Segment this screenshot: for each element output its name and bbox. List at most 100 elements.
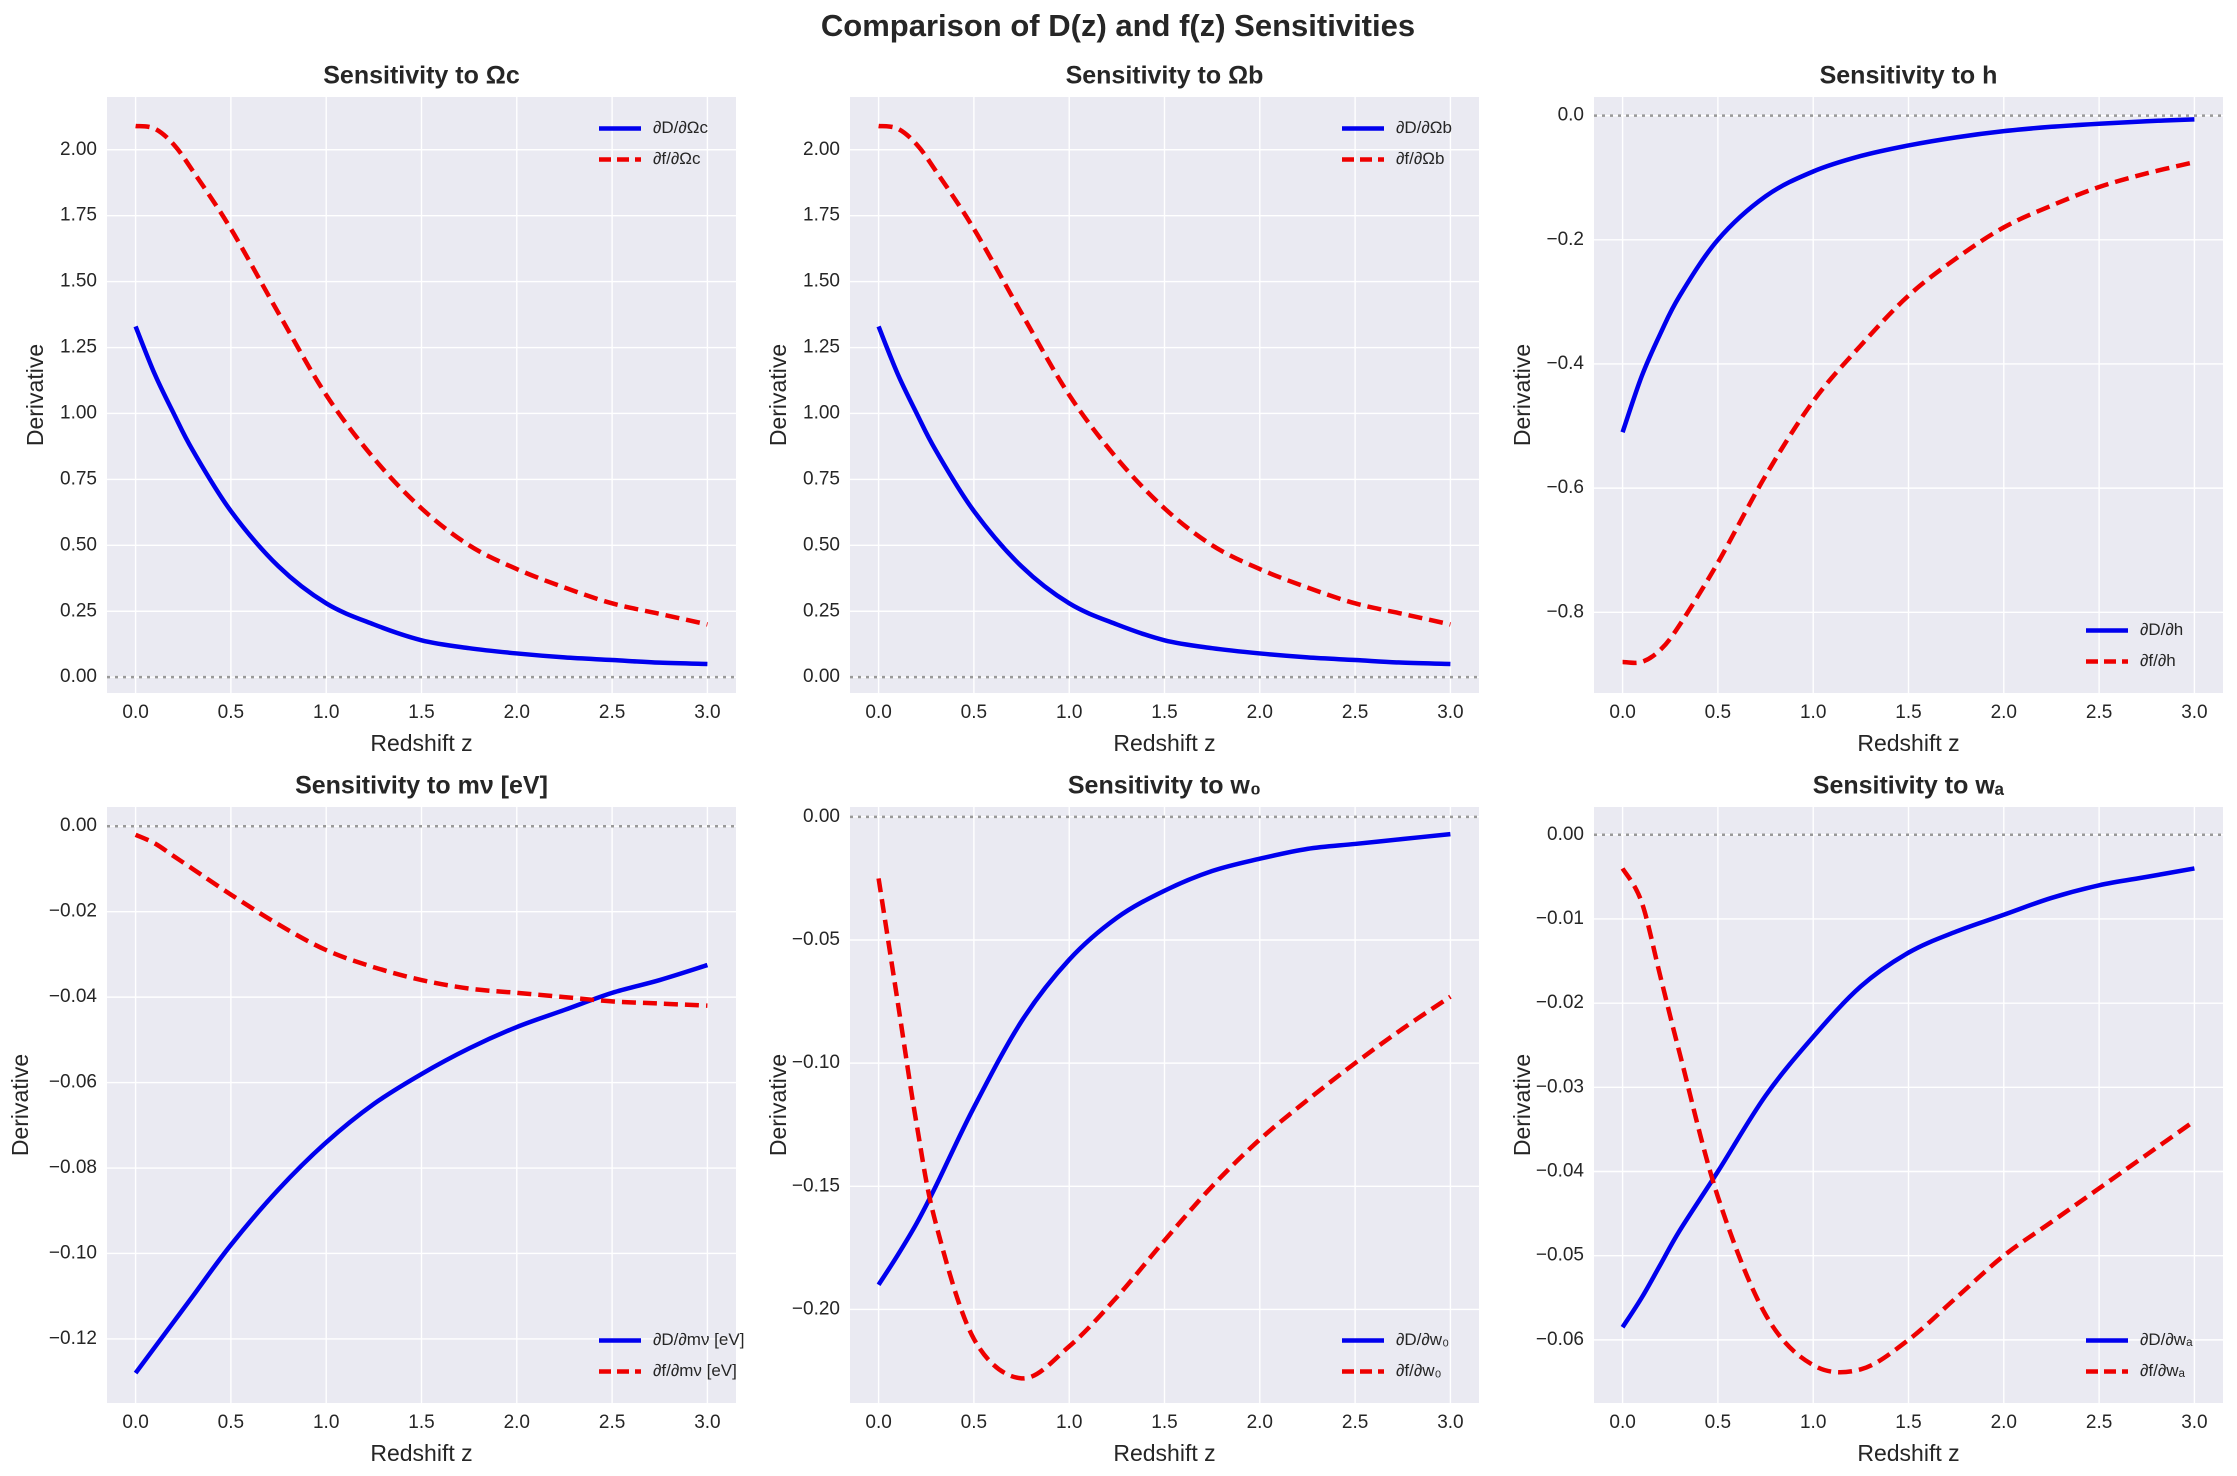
y-tick-label: −0.08: [49, 1157, 97, 1178]
y-tick-label: 1.00: [803, 402, 840, 423]
subplot-title: Sensitivity to w₀: [1068, 772, 1261, 800]
y-tick-label: 0.00: [803, 666, 840, 687]
x-tick-label: 2.5: [2086, 1412, 2112, 1433]
x-axis-label: Redshift z: [1857, 730, 1959, 756]
data-line: [1620, 867, 2196, 1375]
x-tick-label: 0.0: [865, 1412, 891, 1433]
y-tick-label: −0.06: [1536, 1329, 1584, 1350]
x-tick-label: 3.0: [1437, 1412, 1463, 1433]
y-tick-label: 0.00: [60, 666, 97, 687]
y-tick-label: 0.50: [803, 534, 840, 555]
x-tick-label: 0.5: [961, 1412, 987, 1433]
y-tick-label: 1.00: [60, 402, 97, 423]
legend-label: ∂f/∂h: [2140, 651, 2176, 670]
legend-label: ∂D/∂w₀: [1396, 1330, 1449, 1349]
data-line: [1620, 866, 2195, 1329]
subplot: 0.0 0.5 1.0 1.5 2.0 2.5 3.0 0.00 0.25 0.50 0.75 1.0…: [765, 62, 1479, 756]
subplot-title: Sensitivity to mν [eV]: [295, 772, 548, 800]
data-line: [135, 123, 708, 627]
y-tick-label: 0.0: [1558, 105, 1584, 126]
y-tick-label: 1.25: [803, 337, 840, 358]
figure-title: Comparison of D(z) and f(z) Sensitivitie…: [821, 8, 1415, 43]
y-axis-label: Derivative: [765, 1054, 791, 1156]
subplot-title: Sensitivity to h: [1820, 62, 1998, 90]
y-tick-label: 0.25: [60, 600, 97, 621]
y-tick-label: −0.04: [49, 986, 98, 1007]
subplot: 0.0 0.5 1.0 1.5 2.0 2.5 3.0 0.00 −0.01 −0.02 −0.03…: [1509, 772, 2223, 1466]
y-tick-label: −0.03: [1536, 1076, 1584, 1097]
legend-label: ∂f/∂w₀: [1396, 1361, 1442, 1380]
data-line: [133, 962, 709, 1375]
subplot-title: Sensitivity to Ωc: [323, 62, 520, 90]
x-tick-label: 0.5: [1705, 702, 1731, 723]
y-tick-label: 0.50: [60, 534, 97, 555]
y-tick-label: −0.6: [1546, 477, 1584, 498]
legend-label: ∂D/∂wₐ: [2140, 1330, 2193, 1349]
y-axis-label: Derivative: [22, 344, 48, 446]
y-tick-label: 2.00: [60, 139, 97, 160]
x-tick-label: 2.5: [1342, 1412, 1368, 1433]
y-tick-label: −0.8: [1546, 601, 1584, 622]
y-axis-label: Derivative: [1509, 344, 1535, 446]
x-tick-label: 2.0: [504, 702, 530, 723]
data-line: [876, 878, 1452, 1381]
x-tick-label: 0.0: [122, 1412, 148, 1433]
legend-label: ∂D/∂Ωc: [653, 118, 709, 137]
data-line: [134, 832, 708, 1008]
y-tick-label: −0.10: [49, 1242, 97, 1263]
legend-label: ∂f/∂mν [eV]: [653, 1361, 737, 1380]
legend-label: ∂D/∂Ωb: [1396, 118, 1452, 137]
x-tick-label: 2.0: [504, 1412, 530, 1433]
x-tick-label: 0.5: [218, 1412, 244, 1433]
x-tick-label: 1.5: [1151, 702, 1177, 723]
subplot-title: Sensitivity to Ωb: [1066, 62, 1264, 90]
x-tick-label: 0.5: [218, 702, 244, 723]
y-tick-label: −0.10: [792, 1052, 840, 1073]
y-tick-label: 0.25: [803, 600, 840, 621]
x-tick-label: 2.0: [1247, 1412, 1273, 1433]
data-line: [1620, 117, 2195, 433]
x-tick-label: 1.0: [1800, 1412, 1826, 1433]
y-tick-label: 0.75: [60, 468, 97, 489]
x-tick-label: 0.5: [961, 702, 987, 723]
x-tick-label: 1.5: [1895, 1412, 1921, 1433]
y-tick-label: 1.50: [803, 271, 840, 292]
x-axis-label: Redshift z: [1113, 1440, 1215, 1466]
x-tick-label: 0.0: [865, 702, 891, 723]
subplot: 0.0 0.5 1.0 1.5 2.0 2.5 3.0 0.00 −0.02 −0.04 −0.06…: [7, 772, 744, 1466]
x-tick-label: 1.5: [408, 1412, 434, 1433]
data-line: [1622, 159, 2195, 666]
y-tick-label: −0.05: [792, 929, 840, 950]
x-tick-label: 1.0: [1056, 1412, 1082, 1433]
y-tick-label: −0.15: [792, 1175, 840, 1196]
y-tick-label: 0.75: [803, 468, 840, 489]
y-tick-label: −0.02: [49, 901, 97, 922]
y-tick-label: −0.01: [1536, 908, 1584, 929]
x-axis-label: Redshift z: [370, 1440, 472, 1466]
y-tick-label: 1.25: [60, 337, 97, 358]
x-tick-label: 1.0: [313, 702, 339, 723]
x-tick-label: 0.0: [1609, 1412, 1635, 1433]
y-tick-label: −0.02: [1536, 992, 1584, 1013]
y-tick-label: −0.2: [1546, 229, 1584, 250]
subplot-title: Sensitivity to wₐ: [1813, 772, 2005, 800]
x-tick-label: 3.0: [2181, 1412, 2207, 1433]
data-line: [876, 831, 1451, 1287]
y-tick-label: −0.05: [1536, 1245, 1584, 1266]
x-tick-label: 2.0: [1247, 702, 1273, 723]
subplot: 0.0 0.5 1.0 1.5 2.0 2.5 3.0 0.0 −0.2 −0.4 −0.6 −0.8…: [1509, 62, 2223, 756]
x-tick-label: 3.0: [1437, 702, 1463, 723]
y-axis-label: Derivative: [765, 344, 791, 446]
x-axis-label: Redshift z: [1113, 730, 1215, 756]
y-axis-label: Derivative: [7, 1054, 33, 1156]
x-tick-label: 2.5: [599, 1412, 625, 1433]
legend-label: ∂f/∂Ωb: [1396, 149, 1444, 168]
x-tick-label: 1.0: [313, 1412, 339, 1433]
x-tick-label: 0.0: [122, 702, 148, 723]
x-tick-label: 2.5: [599, 702, 625, 723]
subplot: 0.0 0.5 1.0 1.5 2.0 2.5 3.0 0.00 −0.05 −0.10 −0.15…: [765, 772, 1479, 1466]
y-tick-label: −0.06: [49, 1072, 97, 1093]
y-tick-label: 0.00: [803, 806, 840, 827]
